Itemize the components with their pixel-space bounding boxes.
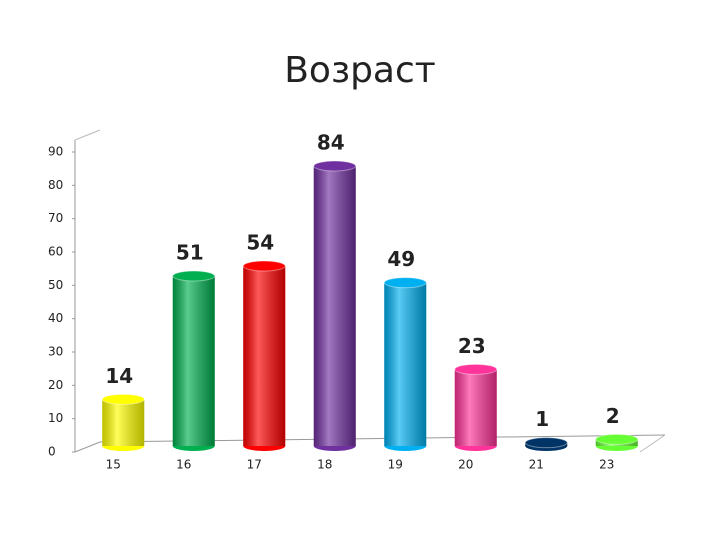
- y-tick-label: 70: [48, 211, 63, 225]
- y-tick-label: 80: [48, 178, 63, 192]
- y-tick-label: 10: [48, 411, 63, 425]
- bar-shade: [243, 266, 286, 446]
- y-tick-label: 60: [48, 245, 63, 259]
- value-label: 54: [246, 231, 274, 255]
- bar-top: [101, 393, 145, 405]
- value-label: 49: [387, 247, 415, 271]
- y-tick-label: 90: [48, 145, 63, 159]
- y-tick-label: 30: [48, 345, 63, 359]
- bar-shade: [384, 282, 427, 446]
- value-label: 1: [535, 407, 549, 431]
- y-tick-label: 0: [48, 445, 56, 459]
- floor-edge: [74, 441, 101, 453]
- value-label: 84: [317, 131, 345, 155]
- chart-title: Возраст: [284, 50, 436, 91]
- bar-top: [313, 160, 357, 172]
- x-tick-label: 16: [176, 458, 191, 472]
- x-tick-label: 23: [599, 458, 614, 472]
- y-tick-label: 20: [48, 378, 63, 392]
- y-tick-label: 50: [48, 278, 63, 292]
- bar-top: [172, 270, 216, 282]
- x-tick-label: 18: [317, 458, 332, 472]
- value-label: 2: [606, 404, 620, 428]
- bar-shade: [454, 369, 497, 446]
- x-tick-label: 19: [388, 458, 403, 472]
- x-tick-label: 15: [106, 458, 121, 472]
- bar-shade: [102, 399, 145, 446]
- floor-edge: [639, 434, 666, 453]
- bar-top: [524, 437, 568, 449]
- bar-top: [383, 277, 427, 289]
- bar-shade: [172, 276, 215, 446]
- bar-shade: [313, 166, 356, 446]
- x-tick-label: 20: [458, 458, 473, 472]
- y-tick-label: 40: [48, 311, 63, 325]
- value-label: 23: [458, 334, 486, 358]
- x-tick-label: 17: [247, 458, 262, 472]
- wall-edge: [74, 129, 101, 141]
- bar-top: [242, 260, 286, 272]
- value-label: 14: [105, 364, 133, 388]
- bar-top: [595, 433, 639, 445]
- bar-top: [454, 363, 498, 375]
- value-label: 51: [176, 241, 204, 265]
- x-tick-label: 21: [529, 458, 544, 472]
